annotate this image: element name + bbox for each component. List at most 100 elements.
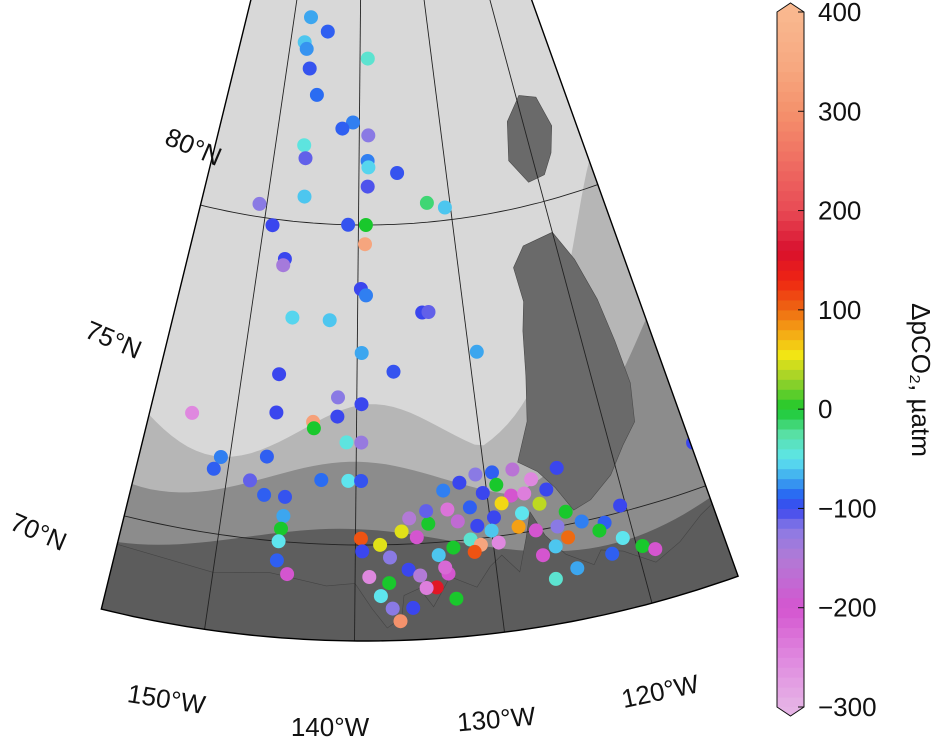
data-point xyxy=(360,51,375,66)
colorbar-band xyxy=(777,299,804,311)
colorbar-tick-0: 0 xyxy=(818,394,832,424)
colorbar-band xyxy=(777,508,804,519)
data-point xyxy=(475,486,490,500)
colorbar-tick-100: 100 xyxy=(818,295,861,325)
colorbar-band xyxy=(777,121,804,132)
data-point xyxy=(302,61,317,76)
data-point xyxy=(605,546,620,561)
data-point xyxy=(341,217,356,232)
data-point xyxy=(373,537,388,552)
data-point xyxy=(440,502,455,517)
colorbar-band xyxy=(777,548,804,559)
colorbar-band xyxy=(777,448,804,460)
colorbar-band xyxy=(777,697,804,708)
data-point xyxy=(259,449,274,464)
data-point xyxy=(355,544,370,559)
data-point xyxy=(491,535,506,550)
colorbar-band xyxy=(777,250,804,261)
colorbar-ticks xyxy=(798,11,804,708)
colorbar-band xyxy=(777,518,804,529)
data-point xyxy=(406,600,421,615)
data-point xyxy=(322,313,337,328)
data-point xyxy=(382,576,397,591)
data-point xyxy=(524,472,539,487)
colorbar-band xyxy=(777,160,804,172)
colorbar-band xyxy=(777,329,804,341)
data-point xyxy=(358,218,373,232)
data-point xyxy=(285,310,300,325)
colorbar-tick-400: 400 xyxy=(818,0,861,27)
colorbar-band xyxy=(777,677,804,688)
colorbar-band xyxy=(777,478,804,490)
parallel-line xyxy=(200,184,598,226)
data-point xyxy=(390,166,405,180)
colorbar-band xyxy=(777,319,804,331)
data-point xyxy=(528,523,543,538)
colorbar-band xyxy=(777,151,804,162)
colorbar-band xyxy=(777,399,804,410)
colorbar-band xyxy=(777,389,804,400)
data-point xyxy=(548,571,563,586)
colorbar-band xyxy=(777,280,804,291)
data-point xyxy=(470,518,485,533)
data-point xyxy=(574,514,589,529)
data-point xyxy=(401,562,416,577)
colorbar-band xyxy=(777,369,804,380)
data-point xyxy=(252,196,267,211)
data-point xyxy=(309,87,324,102)
data-point xyxy=(354,346,369,360)
colorbar-tick-minus100: −100 xyxy=(818,493,877,523)
data-point xyxy=(269,553,284,568)
data-point xyxy=(358,237,372,252)
lon-label-150w: 150°W xyxy=(125,678,208,720)
data-point xyxy=(419,195,434,210)
data-point xyxy=(341,473,356,488)
colorbar-band xyxy=(777,568,804,579)
data-point xyxy=(413,568,428,583)
colorbar-tick-200: 200 xyxy=(818,196,861,226)
lon-label-120w: 120°W xyxy=(619,668,702,714)
colorbar-band xyxy=(777,101,804,112)
data-point xyxy=(561,530,576,545)
data-point xyxy=(468,467,483,482)
data-point xyxy=(213,450,228,464)
lon-label-130w: 130°W xyxy=(456,701,537,738)
data-point xyxy=(648,542,663,557)
data-point xyxy=(271,534,286,549)
data-point xyxy=(421,516,436,531)
colorbar-band xyxy=(777,220,804,231)
data-point xyxy=(394,524,409,539)
data-point xyxy=(437,200,452,215)
colorbar-band xyxy=(777,190,804,202)
data-point xyxy=(361,128,376,143)
data-point xyxy=(615,531,630,545)
data-point xyxy=(269,405,284,420)
data-point xyxy=(485,465,499,480)
data-point xyxy=(511,519,526,534)
colorbar-band xyxy=(777,419,804,430)
colorbar-band xyxy=(777,21,804,33)
colorbar-band xyxy=(777,558,804,569)
colorbar-band xyxy=(777,359,804,370)
data-point xyxy=(487,510,501,525)
data-point xyxy=(550,519,565,534)
lat-label-75: 75°N xyxy=(81,315,146,365)
data-point xyxy=(462,500,477,515)
meridian-line xyxy=(194,0,354,641)
data-point xyxy=(386,364,401,379)
colorbar-band xyxy=(777,309,804,321)
colorbar-band xyxy=(777,528,804,539)
data-point xyxy=(206,461,221,476)
data-point xyxy=(383,550,397,565)
data-point xyxy=(484,523,499,538)
data-point xyxy=(436,483,451,498)
colorbar-band xyxy=(777,41,804,53)
colorbar-band xyxy=(777,647,804,658)
data-point xyxy=(402,511,417,526)
data-point xyxy=(494,496,509,511)
colorbar-band xyxy=(777,538,804,549)
data-point xyxy=(362,570,377,584)
data-point xyxy=(265,218,280,233)
data-point xyxy=(280,567,295,582)
